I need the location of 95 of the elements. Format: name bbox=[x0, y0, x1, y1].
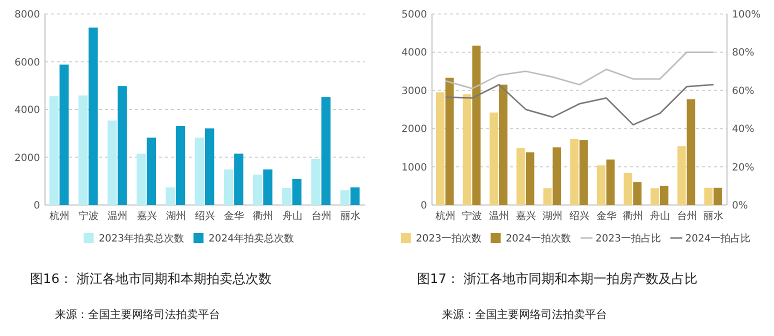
bar bbox=[606, 160, 615, 205]
y-tick-label: 1000 bbox=[402, 162, 427, 174]
bar bbox=[633, 182, 642, 205]
bar bbox=[166, 187, 175, 205]
bar bbox=[624, 172, 632, 205]
bar bbox=[263, 169, 272, 205]
bar bbox=[499, 84, 508, 205]
bar bbox=[543, 188, 552, 205]
bar bbox=[462, 94, 472, 205]
y2-tick-label: 0% bbox=[732, 200, 748, 212]
y-tick-label: 0 bbox=[420, 200, 427, 212]
y-tick-label: 6000 bbox=[14, 57, 40, 68]
bar bbox=[490, 112, 498, 205]
x-tick-label: 湖州 bbox=[166, 210, 186, 222]
y-tick-label: 3000 bbox=[402, 86, 427, 97]
legend-label: 2023一拍次数 bbox=[416, 232, 482, 244]
x-tick-label: 嘉兴 bbox=[136, 210, 157, 222]
bar bbox=[436, 92, 444, 205]
bar bbox=[108, 120, 117, 205]
x-tick-label: 台州 bbox=[676, 210, 697, 222]
x-tick-label: 衢州 bbox=[623, 210, 644, 222]
x-tick-label: 衢州 bbox=[253, 210, 274, 222]
bar bbox=[526, 152, 534, 205]
bar bbox=[472, 46, 481, 205]
x-tick-label: 宁波 bbox=[462, 210, 482, 222]
bar bbox=[60, 64, 69, 205]
y-tick-label: 2000 bbox=[14, 152, 40, 164]
y-tick-label: 8000 bbox=[14, 10, 40, 20]
x-tick-label: 温州 bbox=[108, 210, 128, 222]
legend-label: 2024年拍卖总次数 bbox=[208, 232, 294, 244]
x-tick-label: 湖州 bbox=[542, 210, 563, 222]
y2-tick-label: 20% bbox=[732, 162, 754, 174]
x-tick-label: 台州 bbox=[311, 210, 332, 222]
y2-tick-label: 80% bbox=[732, 48, 754, 59]
bar bbox=[49, 96, 59, 205]
bar bbox=[311, 158, 320, 205]
bar bbox=[714, 188, 722, 205]
bar bbox=[136, 154, 146, 205]
x-tick-label: 丽水 bbox=[340, 210, 360, 222]
bar bbox=[445, 78, 454, 205]
bar bbox=[146, 138, 156, 205]
text: 图16： 浙江各地市同期和本期拍卖总次数 bbox=[30, 272, 272, 287]
bar bbox=[516, 148, 525, 205]
y-tick-label: 5000 bbox=[402, 10, 427, 20]
y-tick-label: 2000 bbox=[402, 124, 427, 136]
legend-label: 2024一拍次数 bbox=[506, 232, 572, 244]
bar bbox=[205, 128, 214, 205]
x-tick-label: 舟山 bbox=[282, 210, 302, 222]
bar bbox=[234, 154, 244, 205]
bar bbox=[704, 188, 713, 205]
bar bbox=[292, 178, 302, 205]
y2-tick-label: 40% bbox=[732, 124, 754, 136]
bar bbox=[78, 95, 88, 205]
bar bbox=[321, 97, 331, 205]
source-note: 来源：全国主要网络司法拍卖平台 bbox=[55, 308, 220, 321]
legend-label: 2024一拍占比 bbox=[685, 232, 751, 244]
bar bbox=[88, 28, 98, 205]
y2-tick-label: 60% bbox=[732, 86, 754, 97]
y2-tick-label: 100% bbox=[732, 10, 761, 20]
bar bbox=[224, 169, 234, 205]
y-tick-label: 4000 bbox=[14, 105, 40, 116]
text: 图17： 浙江各地市同期和本期一拍房产数及占比 bbox=[417, 271, 698, 287]
bar bbox=[350, 187, 360, 205]
legend-label: 2023一拍占比 bbox=[596, 232, 661, 244]
bar bbox=[176, 126, 186, 205]
x-tick-label: 温州 bbox=[489, 210, 510, 222]
x-tick-label: 绍兴 bbox=[195, 210, 215, 222]
bar bbox=[570, 138, 578, 205]
bar bbox=[677, 146, 686, 205]
bar bbox=[596, 165, 606, 205]
y-tick-label: 4000 bbox=[402, 48, 427, 59]
x-tick-label: 嘉兴 bbox=[516, 210, 536, 222]
legend-label: 2023年拍卖总次数 bbox=[98, 232, 184, 244]
bar bbox=[282, 188, 292, 205]
x-tick-label: 宁波 bbox=[78, 210, 99, 222]
x-tick-label: 杭州 bbox=[48, 210, 70, 222]
line-series bbox=[444, 84, 714, 126]
bar bbox=[194, 138, 204, 205]
bar bbox=[118, 86, 127, 205]
bar bbox=[650, 188, 659, 205]
bar bbox=[552, 147, 562, 205]
line-series bbox=[444, 51, 714, 90]
x-tick-label: 金华 bbox=[224, 210, 244, 222]
bar bbox=[686, 99, 696, 205]
x-tick-label: 金华 bbox=[596, 210, 616, 222]
x-tick-label: 丽水 bbox=[704, 210, 724, 222]
x-tick-label: 杭州 bbox=[434, 210, 456, 222]
y-tick-label: 0 bbox=[34, 200, 40, 212]
x-tick-label: 绍兴 bbox=[570, 210, 590, 222]
bar bbox=[660, 186, 668, 205]
source-note: 来源：全国主要网络司法拍卖平台 bbox=[442, 308, 607, 321]
bar bbox=[340, 190, 350, 205]
x-tick-label: 舟山 bbox=[650, 210, 670, 222]
bar bbox=[580, 140, 588, 205]
bar bbox=[253, 174, 262, 205]
